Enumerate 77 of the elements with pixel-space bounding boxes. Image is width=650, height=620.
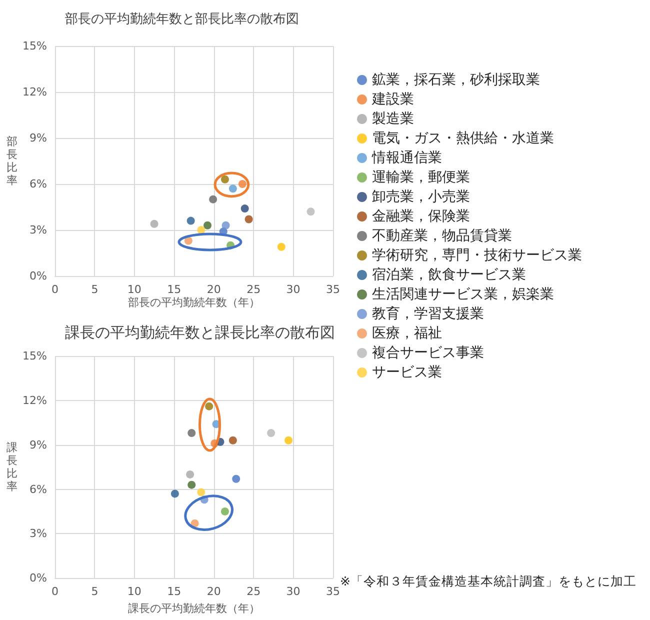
text: ※「令和３年賃金構造基本統計調査」をもとに加工 [340,574,636,588]
chart-title: 課長の平均勤続年数と課長比率の散布図 [65,324,335,342]
point [228,436,237,444]
point [197,488,206,496]
x-tick-label: 10 [127,585,142,598]
x-tick-label: 20 [206,283,221,296]
x-tick-label: 35 [326,283,340,296]
x-axis-title: 課長の平均勤続年数（年） [128,602,260,615]
point [184,236,192,245]
x-axis-title: 部長の平均勤続年数（年） [128,296,260,309]
y-tick-label: 0% [30,572,47,585]
legend-label: 製造業 [372,111,414,127]
point [232,474,240,483]
legend-label: 金融業，保険業 [372,208,470,224]
point [267,428,276,437]
y-tick-label: 3% [30,224,47,236]
point [204,221,212,230]
point [240,204,249,213]
point [220,175,229,184]
point [284,436,293,444]
point [188,480,196,489]
legend-label: 宿泊業，飲食サービス業 [372,267,526,283]
x-tick-label: 5 [91,585,98,598]
y-tick-label: 12% [22,394,47,407]
legend-label: 教育，学習支援業 [372,305,484,322]
legend-label: 情報通信業 [371,150,442,166]
legend-label: 複合サービス事業 [372,345,484,361]
y-tick-label: 12% [22,86,47,98]
point [190,519,199,528]
x-tick-label: 0 [52,585,58,598]
y-tick-label: 3% [30,527,47,540]
y-tick-label: 9% [30,132,47,144]
x-tick-label: 35 [326,585,340,598]
chart-title: 部長の平均勤続年数と部長比率の散布図 [65,11,299,27]
y-tick-label: 6% [30,178,47,190]
x-tick-label: 0 [52,283,58,296]
point [197,226,206,234]
legend-label: 卸売業，小売業 [372,189,470,205]
x-tick-label: 5 [91,283,98,296]
point [205,402,214,410]
y-tick-label: 15% [22,350,47,362]
x-tick-label: 10 [127,283,142,296]
point [244,215,253,224]
y-tick-label: 6% [30,482,47,496]
legend-label: 学術研究，専門・技術サービス業 [372,248,582,264]
point [150,220,158,228]
point [186,470,194,478]
point [222,221,230,230]
point [306,208,315,216]
x-tick-label: 30 [286,585,300,598]
y-axis-title: 課長比率 [6,441,18,494]
point [228,184,237,193]
point [209,195,218,204]
legend-label: 医療，福祉 [372,326,442,342]
x-tick-label: 15 [167,283,182,296]
legend-label: 運輸業，郵便業 [372,170,470,186]
y-tick-label: 15% [22,40,47,52]
legend-label: サービス業 [372,364,442,380]
x-tick-label: 30 [286,283,300,296]
point [277,242,286,251]
point [220,507,229,516]
x-tick-label: 25 [246,585,261,598]
y-tick-label: 0% [30,270,47,282]
point [188,428,196,437]
legend-label: 生活関連サービス業，娯楽業 [372,286,554,302]
x-tick-label: 15 [167,585,182,598]
legend-label: 鉱業，採石業，砂利採取業 [372,72,540,88]
x-tick-label: 20 [206,585,221,598]
point [238,180,246,188]
y-axis-title: 部長比率 [6,135,18,187]
point [186,216,195,225]
y-tick-label: 9% [30,438,47,452]
point [170,490,179,498]
legend-label: 電気・ガス・熱供給・水道業 [372,130,554,146]
legend-label: 不動産業，物品賃貸業 [372,228,512,244]
x-tick-label: 25 [246,283,261,296]
legend-label: 建設業 [371,92,414,108]
